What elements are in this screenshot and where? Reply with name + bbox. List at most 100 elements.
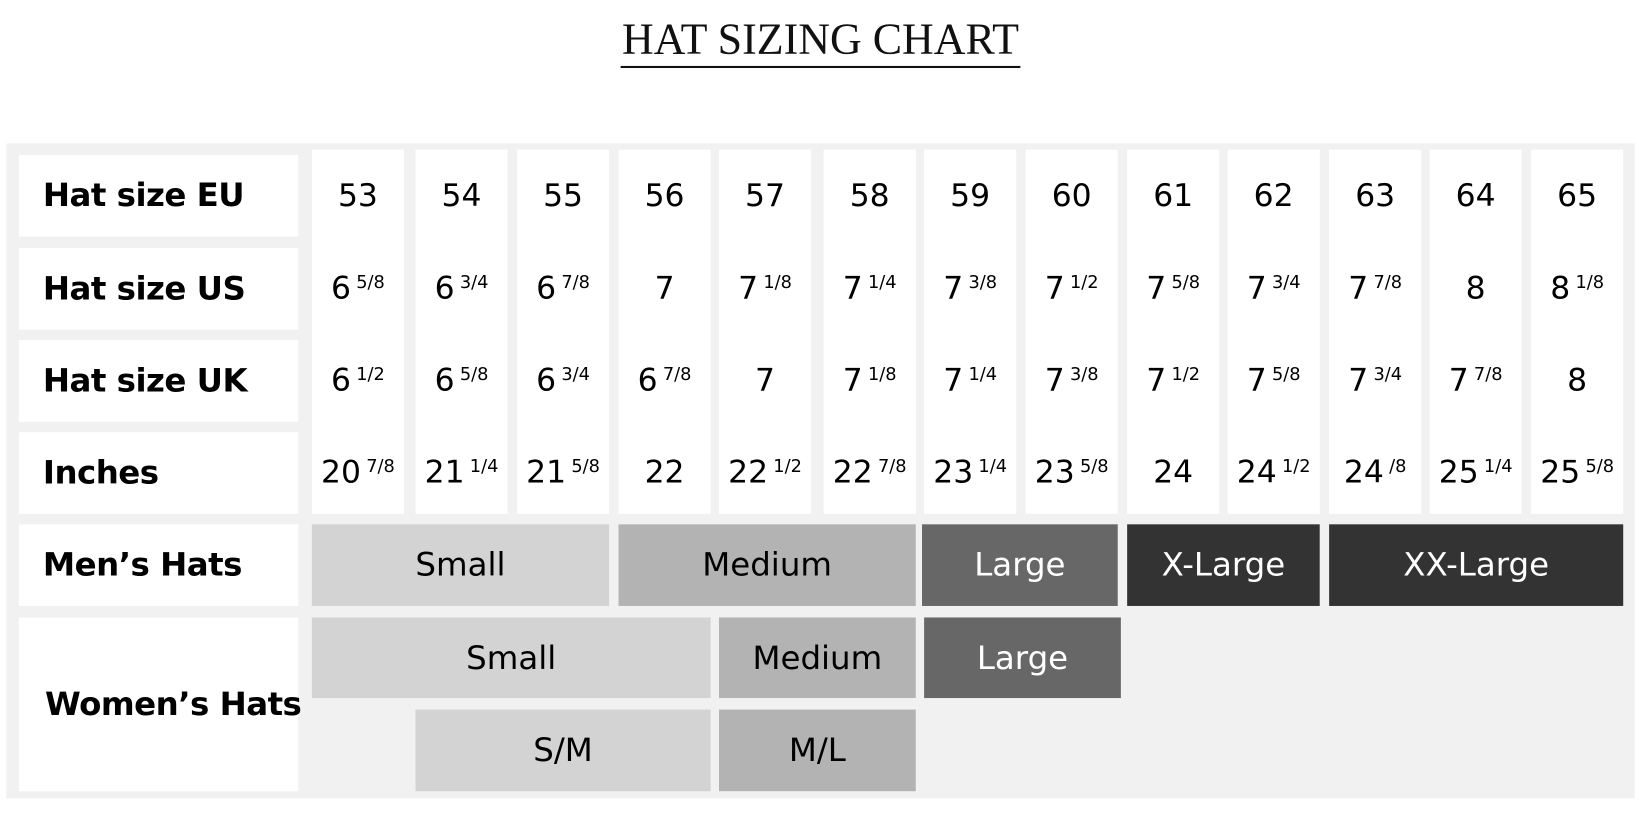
size-column: 64 8 7 7/8 25 1/4 (1429, 149, 1522, 514)
us-fraction: 1/8 (763, 272, 792, 294)
us-whole: 8 (1550, 270, 1571, 307)
inches-fraction: /8 (1389, 456, 1407, 478)
inches-size: 21 5/8 (517, 454, 609, 491)
eu-size: 61 (1153, 177, 1194, 215)
uk-size: 7 3/4 (1329, 362, 1421, 399)
us-whole: 7 (1348, 270, 1369, 307)
inches-size: 25 5/8 (1531, 454, 1623, 491)
inches-whole: 23 (1034, 454, 1075, 491)
inches-whole: 22 (644, 454, 685, 491)
uk-size: 7 7/8 (1430, 362, 1522, 399)
inches-fraction: 1/4 (469, 456, 499, 478)
size-column: 57 7 1/8 7 22 1/2 (718, 149, 812, 514)
inches-size: 24/8 (1329, 454, 1421, 491)
eu-size: 64 (1455, 177, 1496, 215)
uk-fraction: 5/8 (459, 364, 489, 386)
row-label-us: Hat size US (42, 270, 246, 308)
uk-whole: 7 (755, 362, 776, 399)
us-fraction: 5/8 (356, 272, 385, 294)
us-whole: 6 (434, 270, 455, 307)
eu-size: 59 (950, 177, 991, 215)
inches-fraction: 5/8 (1585, 456, 1615, 478)
us-size: 8 (1430, 270, 1522, 307)
us-fraction: 7/8 (1373, 272, 1403, 294)
label-box-womens (18, 617, 299, 792)
inches-fraction: 5/8 (571, 456, 600, 478)
inches-size: 22 1/2 (719, 454, 811, 491)
uk-size: 6 7/8 (619, 362, 711, 399)
us-size: 7 1/8 (719, 270, 811, 307)
size-column: 56 7 6 7/8 22 (618, 149, 711, 514)
inches-size: 25 1/4 (1430, 454, 1522, 491)
uk-size: 6 3/4 (517, 362, 609, 399)
inches-size: 22 (619, 454, 711, 491)
uk-whole: 6 (434, 362, 455, 399)
size-column: 54 6 3/4 6 5/8 21 1/4 (415, 149, 508, 514)
uk-fraction: 7/8 (662, 364, 692, 386)
inches-size: 23 5/8 (1026, 454, 1118, 491)
inches-whole: 24 (1153, 454, 1194, 491)
inches-fraction: 1/4 (1483, 456, 1513, 478)
eu-size: 62 (1253, 177, 1294, 215)
uk-size: 7 3/8 (1026, 362, 1118, 399)
us-whole: 6 (330, 270, 351, 307)
uk-whole: 7 (1044, 362, 1065, 399)
uk-fraction: 1/2 (1171, 364, 1201, 386)
eu-size: 54 (441, 177, 482, 215)
uk-size: 7 1/2 (1127, 362, 1219, 399)
us-size: 7 7/8 (1329, 270, 1421, 307)
womens-size-band: M/L (718, 709, 916, 792)
uk-whole: 6 (637, 362, 658, 399)
mens-size-band: Small (311, 524, 610, 606)
inches-size: 20 7/8 (312, 454, 404, 491)
uk-fraction: 3/4 (561, 364, 590, 386)
uk-whole: 7 (943, 362, 964, 399)
size-column: 58 7 1/4 7 1/8 22 7/8 (823, 149, 916, 514)
size-column: 63 7 7/8 7 3/4 24/8 (1329, 149, 1422, 514)
inches-whole: 24 (1343, 454, 1384, 491)
label-box-eu (18, 154, 299, 237)
us-size: 6 3/4 (415, 270, 507, 307)
inches-size: 24 1/2 (1228, 454, 1320, 491)
us-fraction: 5/8 (1171, 272, 1201, 294)
us-size: 6 5/8 (312, 270, 404, 307)
inches-whole: 25 (1438, 454, 1479, 491)
us-whole: 7 (1044, 270, 1065, 307)
us-whole: 7 (842, 270, 863, 307)
mens-size-band: Large (922, 524, 1118, 606)
size-column: 60 7 1/2 7 3/8 23 5/8 (1025, 149, 1118, 514)
us-whole: 7 (654, 270, 675, 307)
chart-title: HAT SIZING CHART (0, 15, 1641, 69)
us-size: 7 3/8 (924, 270, 1016, 307)
us-fraction: 1/4 (867, 272, 897, 294)
inches-whole: 22 (728, 454, 769, 491)
uk-fraction: 3/4 (1373, 364, 1403, 386)
us-size: 6 7/8 (517, 270, 609, 307)
eu-size: 55 (543, 177, 584, 215)
us-whole: 7 (943, 270, 964, 307)
eu-size: 65 (1557, 177, 1598, 215)
inches-whole: 21 (526, 454, 567, 491)
us-fraction: 3/4 (459, 272, 489, 294)
mens-size-band: XX-Large (1329, 524, 1624, 606)
inches-whole: 21 (424, 454, 465, 491)
size-column: 62 7 3/4 7 5/8 24 1/2 (1227, 149, 1320, 514)
inches-fraction: 1/2 (1281, 456, 1311, 478)
uk-fraction: 1/4 (968, 364, 998, 386)
row-label-womens: Women’s Hats (45, 685, 302, 724)
mens-size-band: Medium (618, 524, 916, 606)
size-column: 65 8 1/8 8 25 5/8 (1531, 149, 1624, 514)
size-column: 55 6 7/8 6 3/4 21 5/8 (517, 149, 610, 514)
uk-whole: 7 (1146, 362, 1167, 399)
uk-size: 6 5/8 (415, 362, 507, 399)
label-box-uk (18, 340, 299, 422)
uk-size: 8 (1531, 362, 1623, 399)
womens-size-band: Small (311, 617, 711, 699)
uk-size: 7 1/4 (924, 362, 1016, 399)
us-fraction: 1/2 (1069, 272, 1099, 294)
uk-whole: 6 (330, 362, 351, 399)
uk-whole: 8 (1567, 362, 1588, 399)
eu-size: 53 (337, 177, 378, 215)
uk-whole: 7 (1246, 362, 1267, 399)
label-box-mens (18, 524, 299, 606)
